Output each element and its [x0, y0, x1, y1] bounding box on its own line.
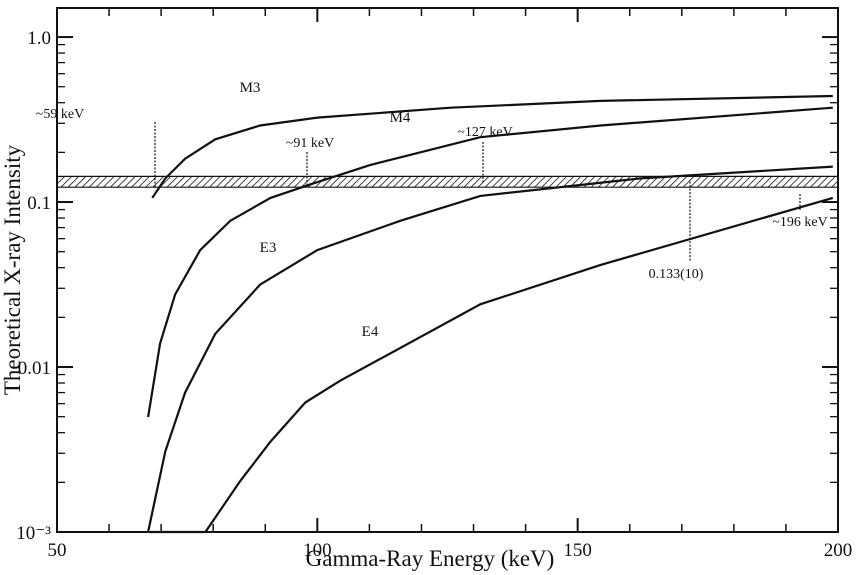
curve-label: M4: [390, 110, 411, 126]
annotation: ~59 keV: [36, 107, 84, 122]
x-tick-label: 50: [48, 540, 67, 561]
curve: [147, 106, 833, 418]
y-tick-label: 0.01: [18, 358, 51, 379]
curve: [151, 94, 833, 199]
annotation: ~127 keV: [457, 125, 512, 140]
x-tick-label: 150: [563, 540, 592, 561]
curve-label: M3: [240, 80, 261, 96]
plot-frame: [56, 7, 839, 533]
x-tick-label: 200: [824, 540, 853, 561]
curve: [147, 165, 833, 533]
reference-band: [57, 176, 838, 188]
y-axis-title: Theoretical X-ray Intensity: [0, 144, 25, 395]
curve: [150, 196, 834, 534]
annotation: ~196 keV: [772, 215, 827, 230]
curve-label: E4: [362, 324, 379, 340]
x-axis-title: Gamma-Ray Energy (keV): [306, 546, 555, 571]
y-tick-label: 1.0: [27, 28, 51, 49]
y-tick-label: 0.1: [27, 193, 51, 214]
x-tick-label: 100: [303, 540, 332, 561]
y-tick-label: 10⁻³: [16, 523, 51, 544]
curve-label: E3: [260, 240, 277, 256]
band-label: 0.133(10): [649, 267, 704, 282]
annotation: ~91 keV: [286, 136, 334, 151]
